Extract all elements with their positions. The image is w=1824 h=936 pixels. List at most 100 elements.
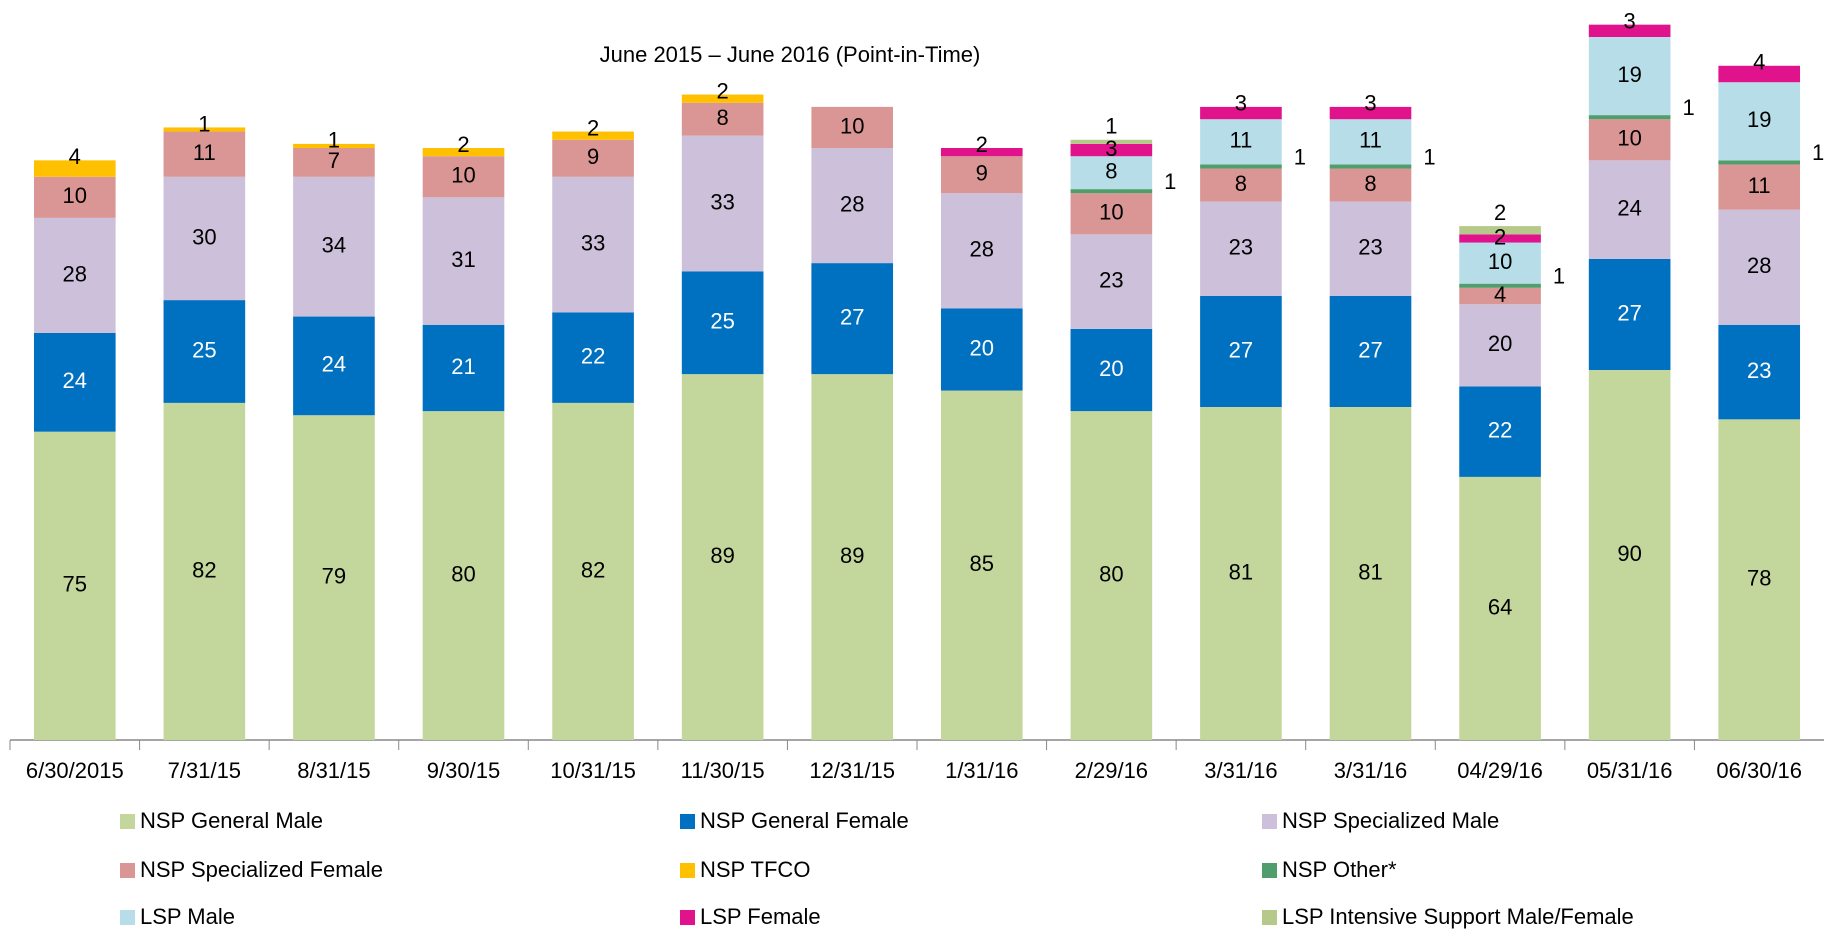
bar-segment (1070, 139, 1153, 144)
bar-segment (1070, 193, 1153, 235)
data-label: 23 (1358, 235, 1382, 260)
bar-segment (293, 176, 375, 317)
bar-segment (1459, 283, 1541, 288)
data-label: 80 (451, 561, 475, 586)
data-label: 10 (63, 183, 87, 208)
bar-segment (681, 94, 764, 103)
bar-segment (1459, 304, 1541, 387)
data-label: 3 (1624, 8, 1636, 33)
bar-segment (1329, 168, 1412, 202)
legend-swatch (680, 814, 695, 829)
data-label: 10 (1488, 249, 1512, 274)
bar-segment (681, 102, 764, 136)
x-tick-label: 05/31/16 (1587, 758, 1673, 783)
x-tick-label: 3/31/16 (1334, 758, 1407, 783)
bar-segment (940, 308, 1023, 391)
bar-segment (1200, 201, 1282, 296)
data-label: 11 (1748, 173, 1771, 198)
data-label: 10 (1099, 200, 1123, 225)
x-tick-label: 04/29/16 (1457, 758, 1543, 783)
bar-segment (163, 127, 246, 132)
bar-segment (1588, 37, 1671, 116)
data-label: 19 (1747, 107, 1771, 132)
data-label: 11 (193, 140, 216, 165)
data-label: 7 (328, 148, 340, 173)
bar-segment (1588, 370, 1671, 740)
data-label: 3 (1364, 91, 1376, 116)
data-label: 89 (710, 543, 734, 568)
bar-segment (163, 300, 246, 403)
bar-segment (422, 324, 505, 412)
bar-segment (1329, 201, 1412, 296)
bar-segment (1329, 106, 1412, 120)
data-label: 82 (581, 557, 605, 582)
bar-segment (552, 312, 634, 403)
data-label: 31 (451, 247, 475, 272)
bar-segment (552, 402, 634, 740)
bar-segment (293, 143, 375, 148)
legend-label: NSP Specialized Male (1282, 808, 1499, 833)
legend-swatch (120, 863, 135, 878)
data-label: 28 (1747, 253, 1771, 278)
data-label: 9 (587, 144, 599, 169)
data-label: 33 (581, 230, 605, 255)
data-label: 10 (451, 163, 475, 188)
data-label: 81 (1358, 559, 1382, 584)
data-label: 23 (1747, 358, 1771, 383)
legend-swatch (120, 910, 135, 925)
bar-segment (1588, 259, 1671, 370)
data-label: 2 (976, 132, 988, 157)
legend-label: NSP General Female (700, 808, 909, 833)
bar-segment (940, 390, 1023, 740)
data-label: 2 (1494, 200, 1506, 225)
legend-label: NSP General Male (140, 808, 323, 833)
data-label: 10 (1617, 126, 1641, 151)
data-label: 8 (717, 105, 729, 130)
data-label: 25 (192, 337, 216, 362)
x-tick-label: 10/31/15 (550, 758, 636, 783)
bar-segment (1200, 168, 1282, 202)
data-label: 1 (328, 128, 340, 153)
x-tick-label: 11/30/15 (681, 758, 765, 783)
bar-segment (1200, 106, 1282, 120)
bar-segment (33, 217, 116, 333)
data-label: 90 (1617, 541, 1641, 566)
data-label: 11 (1230, 128, 1253, 153)
data-label: 33 (710, 189, 734, 214)
bar-segment (1200, 164, 1282, 169)
legend-swatch (1262, 863, 1277, 878)
data-label: 22 (581, 343, 605, 368)
bar-segment (33, 333, 116, 432)
bar-segment (811, 106, 894, 148)
data-label: 79 (322, 563, 346, 588)
legend-label: LSP Female (700, 904, 821, 929)
data-label: 8 (1364, 171, 1376, 196)
bar-segment (163, 402, 246, 740)
x-tick-label: 12/31/15 (809, 758, 895, 783)
bar-segment (163, 131, 246, 177)
data-label: 30 (192, 224, 216, 249)
data-label: 19 (1617, 62, 1641, 87)
bar-segment (293, 415, 375, 740)
bar-segment (293, 316, 375, 416)
bar-segment (33, 160, 116, 177)
data-label: 75 (63, 572, 87, 597)
legend-label: LSP Male (140, 904, 235, 929)
x-tick-label: 06/30/16 (1716, 758, 1802, 783)
bar-segment (1459, 476, 1541, 740)
data-label: 82 (192, 557, 216, 582)
x-tick-label: 9/30/15 (427, 758, 500, 783)
bar-segment (552, 131, 634, 140)
bar-segment (1718, 160, 1801, 165)
bar-segment (1459, 234, 1541, 243)
data-label: 1 (1105, 114, 1117, 139)
bar-segment (1459, 287, 1541, 305)
bar-segment (811, 148, 894, 264)
bar-segment (1200, 407, 1282, 740)
data-label: 27 (840, 304, 864, 329)
data-label: 1 (198, 111, 210, 136)
data-label: 1 (1553, 264, 1565, 289)
data-label: 27 (1229, 337, 1253, 362)
legend-swatch (1262, 910, 1277, 925)
legend-label: NSP Specialized Female (140, 857, 383, 882)
